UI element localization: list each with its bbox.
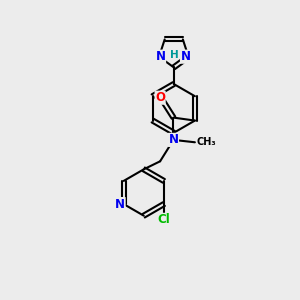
Text: N: N [156, 50, 166, 63]
Text: N: N [181, 50, 190, 63]
Text: H: H [170, 50, 179, 60]
Text: CH₃: CH₃ [196, 137, 216, 147]
Text: N: N [115, 198, 125, 211]
Text: N: N [169, 134, 178, 146]
Text: O: O [155, 91, 165, 104]
Text: Cl: Cl [158, 213, 170, 226]
